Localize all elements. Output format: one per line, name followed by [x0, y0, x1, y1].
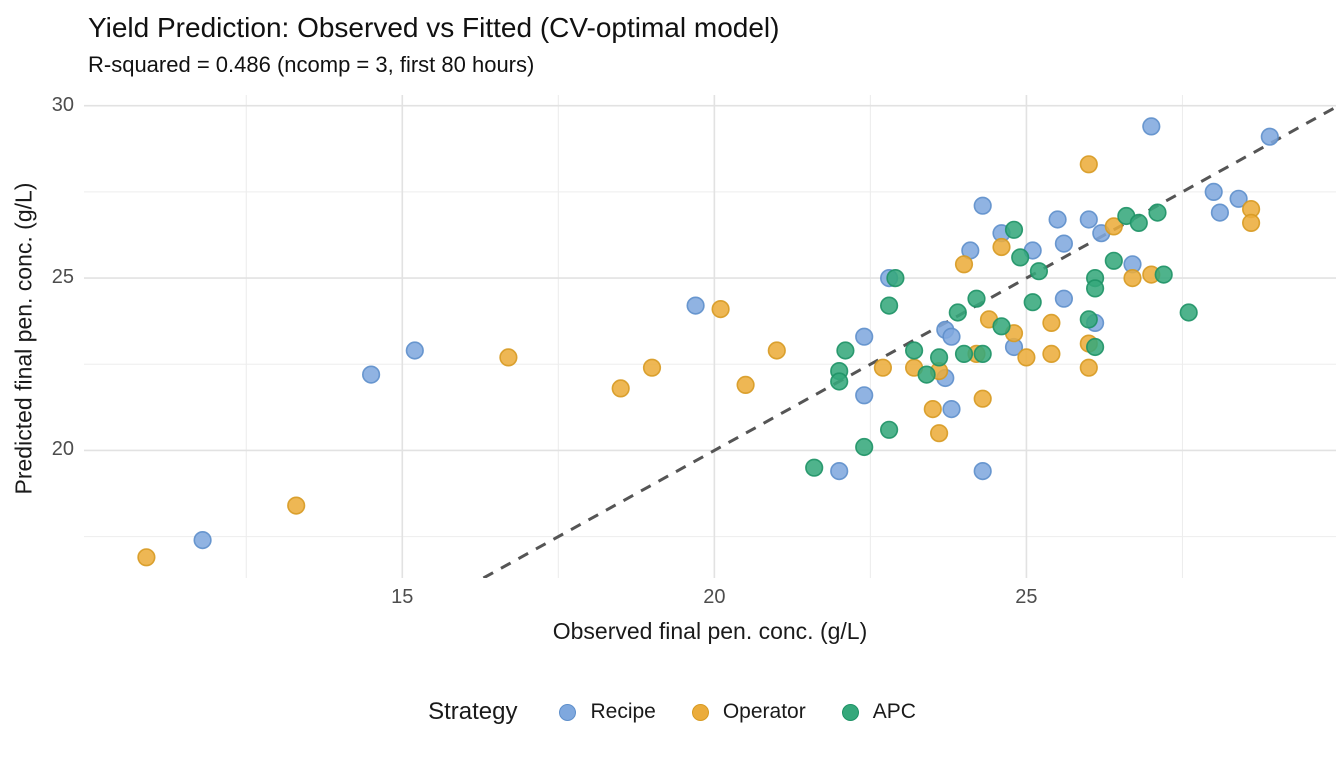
- data-point-recipe[interactable]: [405, 341, 424, 360]
- data-point-operator[interactable]: [711, 300, 730, 319]
- data-point-recipe[interactable]: [942, 400, 961, 419]
- data-point-apc[interactable]: [1154, 265, 1173, 284]
- data-point-apc[interactable]: [992, 317, 1011, 336]
- data-point-apc[interactable]: [973, 344, 992, 363]
- data-point-operator[interactable]: [1079, 358, 1098, 377]
- data-point-recipe[interactable]: [942, 327, 961, 346]
- data-point-operator[interactable]: [954, 255, 974, 274]
- data-point-apc[interactable]: [1104, 251, 1123, 270]
- data-point-recipe[interactable]: [830, 462, 849, 481]
- data-point-apc[interactable]: [855, 437, 874, 457]
- legend-label: APC: [872, 700, 916, 723]
- data-point-recipe[interactable]: [973, 196, 992, 215]
- data-point-recipe[interactable]: [362, 365, 381, 384]
- data-point-recipe[interactable]: [1229, 189, 1248, 208]
- data-point-operator[interactable]: [499, 348, 518, 367]
- data-point-operator[interactable]: [287, 496, 306, 515]
- data-point-recipe[interactable]: [1054, 289, 1074, 308]
- data-point-recipe[interactable]: [686, 296, 705, 315]
- data-point-operator[interactable]: [1079, 155, 1098, 174]
- data-point-operator[interactable]: [923, 400, 942, 419]
- data-point-apc[interactable]: [1004, 220, 1024, 239]
- data-point-apc[interactable]: [1029, 262, 1049, 281]
- data-point-apc[interactable]: [967, 289, 986, 308]
- data-point-recipe[interactable]: [855, 386, 874, 405]
- data-point-operator[interactable]: [1042, 344, 1061, 363]
- data-point-recipe[interactable]: [1048, 210, 1067, 229]
- y-tick-label: 25: [51, 266, 74, 289]
- data-point-apc[interactable]: [836, 341, 855, 360]
- x-axis-title: Observed final pen. conc. (g/L): [552, 618, 868, 644]
- data-point-apc[interactable]: [1129, 213, 1148, 232]
- data-point-apc[interactable]: [886, 269, 905, 288]
- data-point-recipe[interactable]: [1260, 127, 1279, 146]
- data-point-recipe[interactable]: [193, 531, 212, 550]
- data-point-apc[interactable]: [805, 458, 824, 477]
- legend-title: Strategy: [428, 698, 518, 725]
- data-point-operator[interactable]: [873, 358, 893, 377]
- data-point-apc[interactable]: [1079, 310, 1098, 329]
- data-point-operator[interactable]: [1042, 313, 1061, 332]
- data-point-operator[interactable]: [611, 379, 630, 398]
- chart-title: Yield Prediction: Observed vs Fitted (CV…: [88, 12, 780, 43]
- data-point-operator[interactable]: [1017, 348, 1036, 367]
- data-point-operator[interactable]: [929, 424, 949, 443]
- data-point-operator[interactable]: [137, 548, 156, 567]
- data-point-apc[interactable]: [1023, 293, 1042, 312]
- data-point-apc[interactable]: [954, 344, 974, 363]
- legend-item-operator[interactable]: Operator: [691, 700, 806, 724]
- data-point-recipe[interactable]: [1210, 203, 1229, 222]
- legend-label: Recipe: [590, 700, 656, 723]
- data-point-apc[interactable]: [1085, 337, 1105, 357]
- data-point-apc[interactable]: [1148, 203, 1167, 222]
- data-point-apc[interactable]: [948, 303, 967, 322]
- data-point-operator[interactable]: [642, 358, 662, 377]
- legend: Strategy Recipe Operator APC: [0, 698, 1344, 726]
- x-tick-label: 20: [703, 586, 726, 608]
- data-point-operator[interactable]: [1123, 269, 1142, 288]
- data-point-operator[interactable]: [767, 341, 786, 360]
- data-point-apc[interactable]: [879, 420, 899, 439]
- data-point-recipe[interactable]: [1142, 117, 1161, 136]
- data-point-operator[interactable]: [1104, 217, 1123, 236]
- data-point-recipe[interactable]: [1054, 234, 1074, 253]
- legend-item-recipe[interactable]: Recipe: [559, 700, 656, 724]
- x-tick-label: 25: [1015, 586, 1038, 608]
- data-point-apc[interactable]: [1085, 279, 1105, 298]
- data-point-recipe[interactable]: [855, 327, 874, 346]
- data-point-apc[interactable]: [917, 365, 936, 384]
- legend-label: Operator: [722, 700, 806, 723]
- legend-dot-operator: [691, 703, 709, 721]
- data-point-operator[interactable]: [736, 375, 755, 395]
- data-point-operator[interactable]: [973, 389, 992, 408]
- data-point-recipe[interactable]: [1079, 210, 1098, 229]
- data-point-recipe[interactable]: [973, 462, 992, 481]
- scatter-plot: [84, 95, 1336, 578]
- data-point-apc[interactable]: [1011, 248, 1030, 267]
- data-point-operator[interactable]: [992, 237, 1011, 257]
- legend-dot-apc: [841, 703, 859, 721]
- legend-item-apc[interactable]: APC: [841, 700, 916, 724]
- legend-dot-recipe: [559, 703, 577, 721]
- data-point-apc[interactable]: [929, 348, 949, 367]
- y-tick-label: 20: [51, 438, 74, 461]
- data-point-operator[interactable]: [1241, 213, 1261, 232]
- data-point-apc[interactable]: [1179, 303, 1198, 322]
- data-point-apc[interactable]: [830, 372, 849, 391]
- y-tick-label: 30: [51, 93, 74, 116]
- chart-subtitle: R-squared = 0.486 (ncomp = 3, first 80 h…: [88, 52, 535, 77]
- data-point-apc[interactable]: [879, 296, 899, 315]
- data-point-apc[interactable]: [904, 341, 924, 360]
- plot-panel: [84, 95, 1336, 578]
- y-axis-title: Predicted final pen. conc. (g/L): [10, 182, 37, 495]
- x-tick-label: 15: [391, 586, 414, 608]
- data-point-recipe[interactable]: [1204, 182, 1223, 201]
